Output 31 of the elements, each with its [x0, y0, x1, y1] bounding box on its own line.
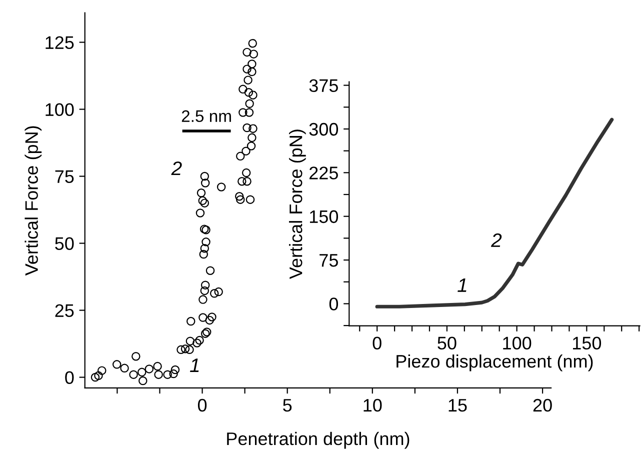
x-axis-title: Penetration depth (nm) [227, 432, 410, 449]
x-tick-label: 50 [438, 336, 456, 350]
x-axis-title: Piezo displacement (nm) [396, 354, 593, 372]
y-tick-label: 0 [65, 371, 74, 384]
x-tick-label: 0 [372, 336, 382, 350]
x-tick-label: 5 [283, 399, 292, 412]
x-tick-label: 20 [533, 398, 552, 412]
y-tick-label: 0 [329, 298, 338, 310]
x-tick-label: 150 [573, 336, 602, 350]
y-axis-title: Vertical Force (pN) [24, 126, 42, 276]
annotation: 1 [458, 278, 466, 292]
y-tick-label: 150 [310, 210, 338, 224]
x-tick-label: 10 [364, 398, 382, 412]
x-tick-label: 100 [503, 336, 532, 350]
line-series [375, 118, 614, 308]
annotation: 2 [171, 161, 182, 176]
y-tick-label: 225 [310, 166, 338, 180]
y-tick-label: 25 [55, 304, 74, 317]
y-tick-label: 125 [46, 36, 74, 49]
y-tick-label: 375 [309, 79, 338, 92]
y-tick-label: 75 [320, 254, 338, 267]
y-tick-label: 300 [309, 122, 338, 136]
y-tick-label: 100 [46, 103, 74, 116]
x-tick-label: 0 [198, 398, 207, 412]
annotation: 2.5 nm [182, 110, 231, 122]
x-tick-label: 15 [448, 399, 467, 412]
annotation: 1 [190, 358, 199, 372]
annotation: 2 [490, 233, 502, 247]
y-tick-label: 75 [55, 170, 74, 183]
y-tick-label: 50 [55, 237, 74, 250]
y-axis-title: Vertical Force (pN) [289, 130, 306, 279]
